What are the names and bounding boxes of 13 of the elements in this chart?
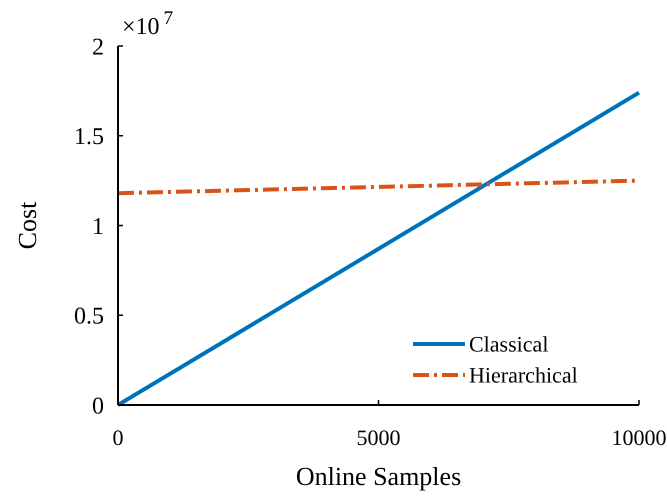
y-tick-label: 1.5 (74, 124, 104, 150)
x-axis-title: Online Samples (296, 462, 462, 491)
x-tick-label: 10000 (612, 425, 666, 450)
y-tick-label: 0.5 (74, 304, 104, 330)
y-axis-title: Cost (13, 200, 42, 250)
legend-label: Hierarchical (469, 362, 578, 388)
x-tick-label: 5000 (356, 425, 400, 450)
x-tick-label: 0 (112, 425, 124, 450)
text: ×10$^{7}$ (122, 8, 174, 40)
legend-label: Classical (469, 332, 548, 357)
y-tick-label: 0 (92, 393, 104, 420)
y-tick-label: 1 (92, 214, 104, 240)
y-tick-label: 2 (92, 34, 104, 60)
